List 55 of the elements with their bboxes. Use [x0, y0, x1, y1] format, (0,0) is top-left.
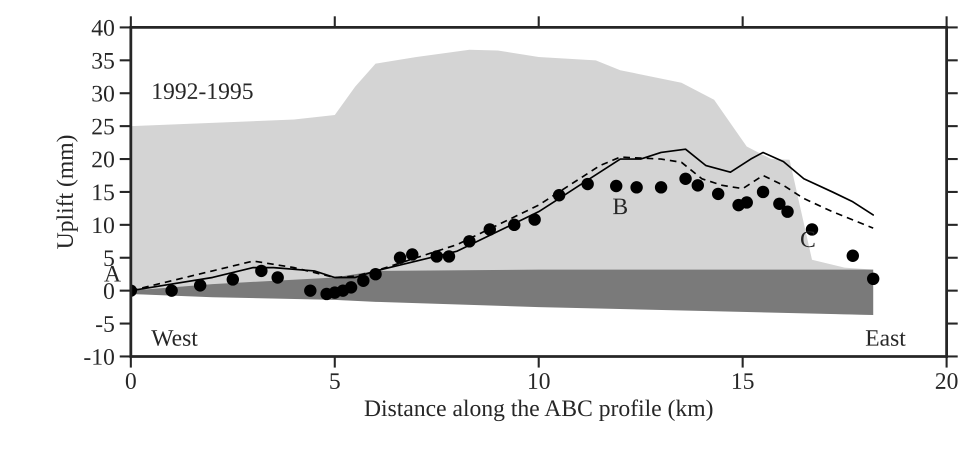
point — [344, 281, 358, 294]
point — [866, 272, 880, 286]
point — [304, 284, 317, 297]
point — [712, 188, 724, 200]
x-tick-label: 0 — [126, 373, 136, 390]
x-tick-label: 10 — [528, 373, 550, 390]
point — [442, 250, 456, 263]
annotation: West — [151, 330, 198, 346]
x-axis-title: Distance along the ABC profile (km) — [364, 399, 712, 422]
point — [630, 181, 643, 194]
y-tick-label: -5 — [96, 316, 114, 332]
y-tick-label: 35 — [92, 52, 114, 69]
annotation: East — [866, 330, 906, 346]
point — [552, 189, 566, 202]
point — [781, 205, 794, 218]
point — [194, 279, 206, 292]
point — [357, 274, 370, 287]
y-tick-label: 40 — [92, 20, 114, 36]
y-axis-title: Uplift (mm) — [56, 136, 78, 249]
text: A — [104, 266, 121, 282]
y-tick-label: 5 — [104, 250, 114, 266]
y-tick-label: 30 — [92, 86, 114, 102]
point — [484, 223, 496, 236]
point — [394, 252, 406, 264]
x-tick-label: 5 — [330, 373, 340, 390]
point — [756, 186, 770, 198]
annotation: 1992-1995 — [153, 83, 253, 100]
y-tick-label: 10 — [93, 217, 114, 234]
point — [692, 179, 704, 192]
y-tick-label: 20 — [92, 152, 114, 168]
y-tick-label: 0 — [104, 283, 114, 300]
point — [508, 218, 520, 232]
x-tick-label: 15 — [732, 373, 754, 390]
point — [773, 198, 786, 210]
y-tick-label: -10 — [84, 348, 114, 365]
point — [255, 264, 268, 278]
point — [430, 250, 443, 263]
point — [463, 235, 476, 248]
point — [679, 172, 692, 185]
point — [610, 180, 622, 192]
y-tick-label: 25 — [92, 118, 114, 135]
annotation: C — [801, 231, 814, 248]
point — [846, 250, 860, 262]
point — [165, 284, 178, 297]
point — [740, 196, 753, 209]
point — [654, 181, 668, 194]
point — [406, 248, 418, 261]
point — [226, 273, 240, 286]
x-tick-label: 20 — [936, 373, 958, 390]
point — [528, 213, 541, 226]
point — [369, 268, 382, 280]
y-tick-label: 15 — [93, 184, 114, 200]
annotation: B — [613, 198, 628, 214]
point — [581, 178, 594, 190]
point — [271, 271, 284, 284]
